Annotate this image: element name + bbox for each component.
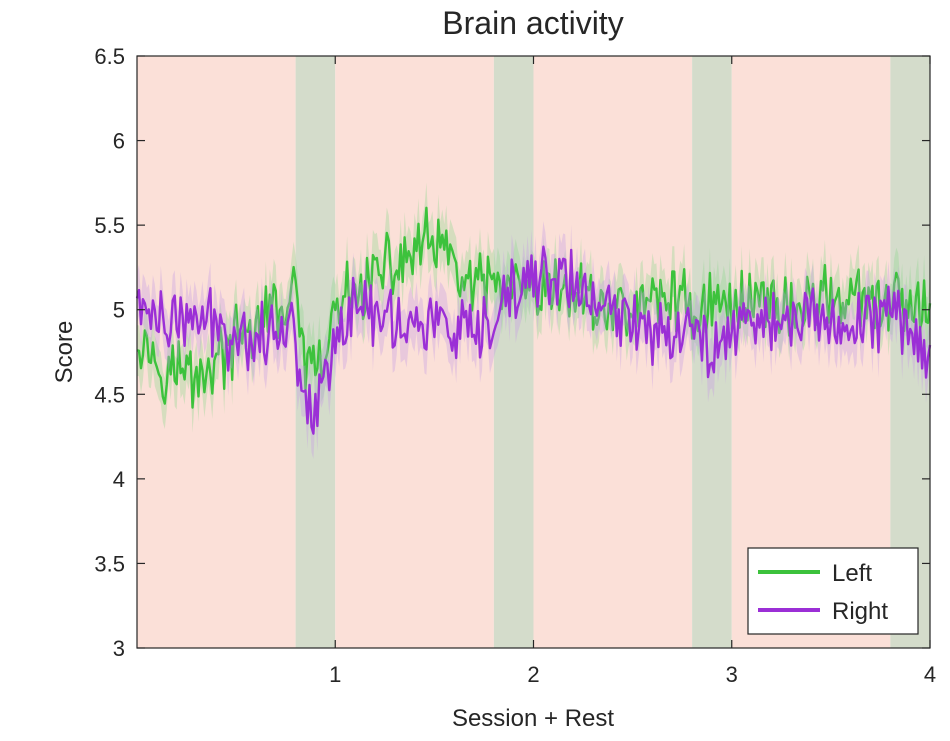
y-tick-label: 5.5 — [94, 213, 125, 238]
x-axis-label: Session + Rest — [452, 705, 614, 732]
session-band-4 — [533, 56, 693, 648]
x-tick-label: 4 — [924, 662, 936, 687]
y-tick-label: 6.5 — [94, 44, 125, 69]
y-tick-label: 4.5 — [94, 382, 125, 407]
legend-label-right: Right — [832, 598, 888, 625]
series-line-right — [135, 245, 932, 435]
x-tick-label: 3 — [726, 662, 738, 687]
rest-band-3 — [493, 56, 534, 648]
session-band-0 — [137, 56, 296, 648]
y-axis-label: Score — [51, 321, 78, 384]
x-tick-label: 2 — [527, 662, 539, 687]
legend-label-left: Left — [832, 560, 872, 587]
series-band-left — [137, 182, 930, 433]
session-band-2 — [335, 56, 494, 648]
y-tick-label: 4 — [113, 467, 125, 492]
tick-layer: 3 3.5 4 4.5 5 5.5 6 6.5 1 2 3 4 — [94, 44, 936, 687]
series-layer — [135, 182, 932, 459]
x-tick-label: 1 — [329, 662, 341, 687]
y-tick-label: 5 — [113, 298, 125, 323]
y-tick-label: 3.5 — [94, 551, 125, 576]
y-tick-label: 6 — [113, 129, 125, 154]
chart-title: Brain activity — [442, 5, 623, 41]
legend: Left Right — [747, 547, 919, 635]
legend-box — [747, 547, 919, 635]
y-tick-label: 3 — [113, 636, 125, 661]
